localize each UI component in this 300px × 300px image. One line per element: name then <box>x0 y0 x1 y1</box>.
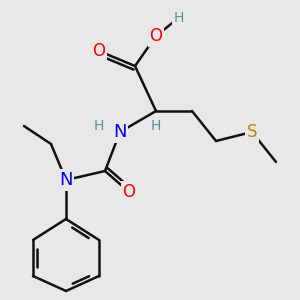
Text: H: H <box>173 11 184 25</box>
Text: H: H <box>94 119 104 133</box>
Text: S: S <box>247 123 257 141</box>
Text: O: O <box>92 42 106 60</box>
Text: O: O <box>122 183 136 201</box>
Text: O: O <box>149 27 163 45</box>
Text: N: N <box>59 171 73 189</box>
Text: N: N <box>113 123 127 141</box>
Text: H: H <box>151 119 161 133</box>
